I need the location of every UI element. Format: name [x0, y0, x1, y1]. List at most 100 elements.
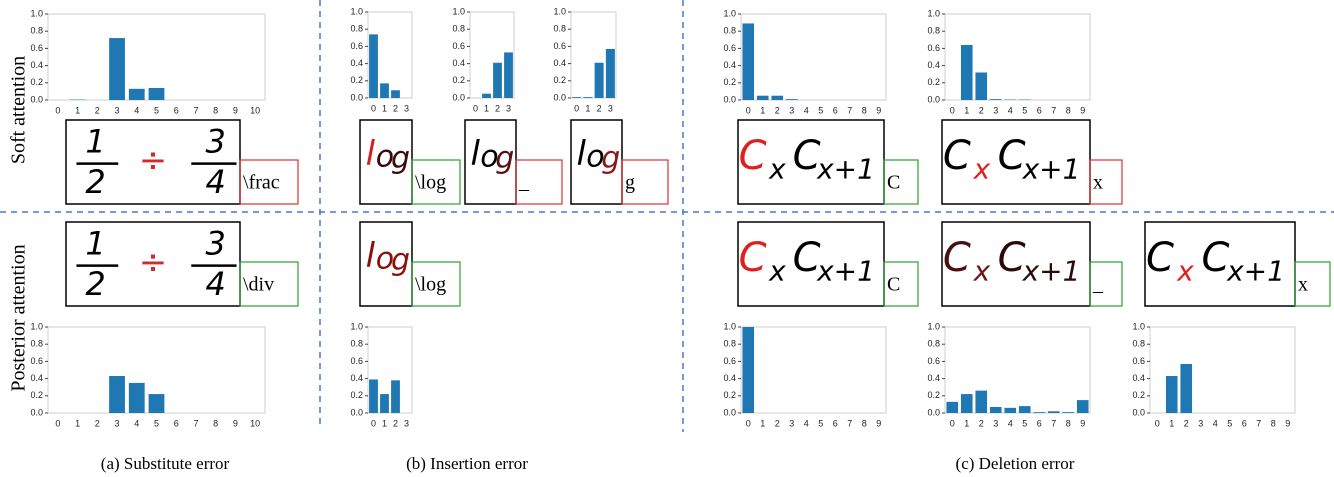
bar — [1077, 400, 1089, 413]
x-tick-label: 1 — [964, 105, 969, 115]
y-tick-label: 0.4 — [1132, 373, 1145, 383]
y-tick-label: 1.0 — [1132, 321, 1145, 331]
token-label: _ — [518, 172, 530, 194]
x-tick-label: 3 — [608, 103, 613, 113]
y-tick-label: 0.4 — [350, 373, 363, 383]
y-tick-label: 0.2 — [30, 390, 43, 400]
bar — [482, 94, 491, 98]
y-tick-label: 0.0 — [723, 407, 736, 417]
bar — [504, 52, 513, 98]
x-tick-label: 0 — [55, 105, 60, 115]
y-tick-label: 0.6 — [350, 41, 363, 51]
bar — [595, 63, 604, 98]
y-tick-label: 0.6 — [350, 356, 363, 366]
caption: (c) Deletion error — [956, 454, 1075, 473]
x-tick-label: 7 — [1051, 105, 1056, 115]
x-tick-label: 3 — [115, 105, 120, 115]
handwritten-glyph: C — [739, 133, 767, 179]
handwritten-glyph: x — [973, 152, 991, 185]
x-tick-label: 9 — [876, 418, 881, 428]
x-tick-label: 6 — [833, 105, 838, 115]
x-tick-label: 0 — [950, 105, 955, 115]
figure: Soft attention Posterior attention (a) S… — [0, 0, 1334, 477]
bar — [149, 394, 165, 413]
x-tick-label: 6 — [1037, 418, 1042, 428]
x-tick-label: 7 — [193, 418, 198, 428]
x-tick-label: 1 — [964, 418, 969, 428]
bar — [1180, 364, 1192, 413]
bar — [380, 83, 389, 98]
bar — [109, 38, 125, 100]
x-tick-label: 2 — [95, 418, 100, 428]
handwritten-glyph: C — [998, 235, 1026, 281]
y-tick-label: 0.2 — [723, 77, 736, 87]
bar — [129, 89, 145, 100]
x-tick-label: 1 — [75, 105, 80, 115]
y-tick-label: 0.6 — [1132, 356, 1145, 366]
handwritten-glyph: l — [576, 134, 586, 174]
x-tick-label: 7 — [847, 105, 852, 115]
handwritten-glyph: 2 — [85, 163, 105, 201]
y-tick-label: 0.6 — [927, 356, 940, 366]
handwritten-glyph: C — [943, 133, 971, 179]
y-tick-label: 1.0 — [452, 6, 465, 16]
y-tick-label: 0.8 — [30, 339, 43, 349]
y-tick-label: 0.4 — [350, 58, 363, 68]
row-label: Posterior attention — [8, 244, 30, 391]
x-tick-label: 5 — [1022, 418, 1027, 428]
x-tick-label: 1 — [760, 418, 765, 428]
x-tick-label: 3 — [789, 418, 794, 428]
handwritten-glyph: x — [973, 254, 991, 287]
y-tick-label: 1.0 — [350, 321, 363, 331]
handwritten-glyph: ÷ — [139, 243, 168, 283]
y-tick-label: 0.0 — [30, 407, 43, 417]
y-tick-label: 0.6 — [553, 41, 566, 51]
x-tick-label: 0 — [371, 103, 376, 113]
handwritten-glyph: x+1 — [1022, 152, 1081, 185]
y-tick-label: 0.6 — [452, 41, 465, 51]
x-tick-label: 8 — [862, 418, 867, 428]
y-tick-label: 0.0 — [350, 407, 363, 417]
y-tick-label: 0.8 — [553, 24, 566, 34]
handwritten-glyph: 4 — [205, 163, 225, 201]
x-tick-label: 8 — [1271, 418, 1276, 428]
x-tick-label: 1 — [484, 103, 489, 113]
token-label: g — [625, 172, 635, 194]
bar — [757, 96, 769, 100]
x-tick-label: 0 — [473, 103, 478, 113]
bar — [771, 96, 783, 100]
token-label: \div — [243, 274, 274, 296]
handwritten-glyph: x+1 — [816, 152, 875, 185]
x-tick-label: 10 — [250, 418, 260, 428]
y-tick-label: 1.0 — [30, 321, 43, 331]
x-tick-label: 1 — [75, 418, 80, 428]
token-label: C — [887, 274, 900, 296]
bar — [1062, 412, 1074, 413]
y-tick-label: 0.4 — [553, 58, 566, 68]
y-tick-label: 0.4 — [723, 373, 736, 383]
bar — [975, 391, 987, 413]
token-label: \log — [415, 274, 446, 296]
y-tick-label: 0.6 — [30, 356, 43, 366]
x-tick-label: 9 — [1080, 418, 1085, 428]
x-tick-label: 3 — [789, 105, 794, 115]
bar — [990, 407, 1002, 413]
bar — [572, 97, 581, 98]
caption: (a) Substitute error — [101, 454, 230, 473]
x-tick-label: 5 — [154, 105, 159, 115]
y-tick-label: 0.8 — [927, 339, 940, 349]
handwritten-glyph: C — [998, 133, 1026, 179]
axes-frame — [741, 14, 886, 100]
y-tick-label: 0.2 — [553, 75, 566, 85]
y-tick-label: 1.0 — [723, 321, 736, 331]
y-tick-label: 0.8 — [350, 24, 363, 34]
y-tick-label: 0.0 — [30, 94, 43, 104]
x-tick-label: 7 — [193, 105, 198, 115]
handwritten-glyph: 3 — [205, 123, 225, 161]
y-tick-label: 0.6 — [723, 356, 736, 366]
x-tick-label: 6 — [833, 418, 838, 428]
page: {"row_labels": ["Soft attention", "Poste… — [0, 0, 1334, 477]
handwritten-glyph: C — [739, 235, 767, 281]
token-label: x — [1093, 172, 1103, 194]
y-tick-label: 0.4 — [927, 373, 940, 383]
